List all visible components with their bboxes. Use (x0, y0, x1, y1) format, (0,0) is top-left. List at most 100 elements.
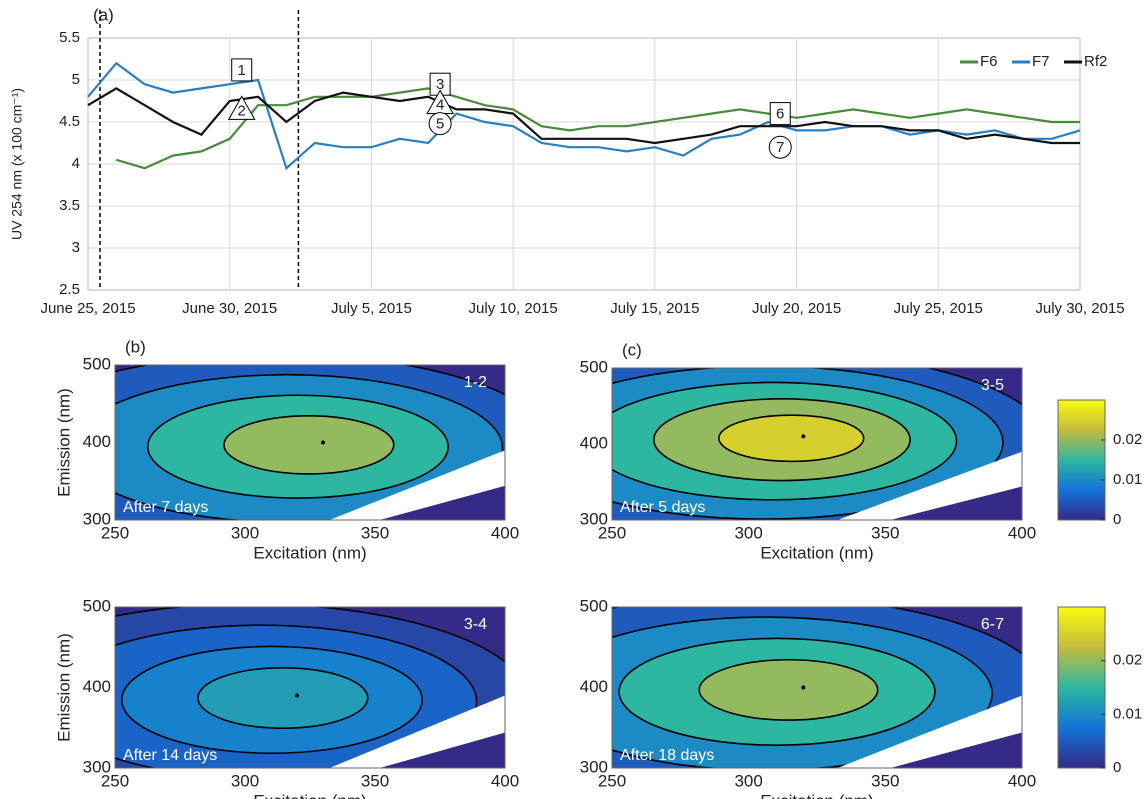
colorbar-tick-label: 0.01 (1113, 471, 1142, 488)
x-tick-label: July 15, 2015 (610, 300, 699, 317)
x-tick-label: 400 (491, 771, 519, 790)
x-tick-label: 300 (734, 523, 762, 542)
colorbar-tick-label: 0.02 (1113, 431, 1142, 448)
x-tick-label: June 30, 2015 (182, 300, 277, 317)
y-tick-label: 300 (83, 757, 111, 776)
series-line (115, 87, 1080, 170)
corner-label: 1-2 (464, 374, 487, 391)
series-line (87, 61, 1081, 171)
contour-level (718, 414, 865, 463)
panel-label: (b) (125, 337, 146, 356)
x-tick-label: 250 (598, 771, 626, 790)
condition-note: After 7 days (123, 499, 208, 516)
annotation-text: 6 (776, 106, 784, 123)
plot-frame (114, 364, 506, 521)
y-tick-label: 400 (580, 433, 608, 452)
legend-label: F7 (1032, 53, 1050, 70)
contour-plot (115, 365, 505, 520)
annotation-circle (428, 112, 452, 136)
x-tick-label: 300 (231, 771, 259, 790)
colorbar-tick-label: 0 (1113, 511, 1121, 528)
contour-level (197, 667, 369, 729)
condition-note: After 5 days (620, 499, 705, 516)
y-tick-label: 500 (83, 354, 111, 373)
x-axis-label: Excitation (nm) (253, 543, 366, 562)
annotation-text: 5 (436, 116, 444, 133)
y-tick-label: 5 (72, 71, 80, 88)
plot-frame (87, 37, 1081, 291)
annotation: 6 (769, 102, 791, 126)
series-line (87, 87, 1080, 145)
panel-label: (c) (622, 340, 642, 359)
annotation-text: 3 (436, 76, 444, 93)
annotation-circle (768, 135, 792, 159)
condition-note: After 18 days (620, 747, 714, 764)
annotation-triangle (227, 95, 256, 120)
masked-lower (380, 485, 505, 520)
corner-label: 3-5 (981, 377, 1004, 394)
x-tick-label: 400 (491, 523, 519, 542)
y-tick-label: 3.5 (59, 197, 80, 214)
x-tick-label: 300 (734, 771, 762, 790)
y-tick-label: 300 (580, 509, 608, 528)
y-tick-label: 5.5 (59, 29, 80, 46)
x-axis-label: Excitation (nm) (760, 791, 873, 799)
x-tick-label: June 25, 2015 (40, 300, 135, 317)
x-tick-label: 300 (231, 523, 259, 542)
masked-band (329, 450, 505, 520)
masked-lower (890, 486, 1022, 520)
y-axis-label: Emission (nm) (54, 388, 73, 497)
y-tick-label: 400 (83, 432, 111, 451)
annotation: 5 (428, 112, 452, 136)
x-tick-label: 350 (361, 523, 389, 542)
annotation-text: 2 (238, 102, 246, 119)
masked-lower (380, 732, 505, 768)
condition-note: After 14 days (123, 747, 217, 764)
peak (295, 693, 299, 698)
y-tick-label: 4.5 (59, 113, 80, 130)
contour-plot (612, 368, 1022, 520)
corner-label: 6-7 (981, 616, 1004, 633)
legend-label: F6 (980, 53, 998, 70)
corner-label: 3-4 (464, 616, 487, 633)
annotation: 2 (227, 95, 256, 120)
x-tick-label: July 20, 2015 (752, 300, 841, 317)
panel-label: (a) (93, 5, 114, 24)
plot-frame (611, 606, 1023, 769)
masked-band (329, 695, 505, 768)
x-tick-label: 350 (361, 771, 389, 790)
y-tick-label: 300 (83, 509, 111, 528)
contour-level (698, 658, 879, 721)
x-axis-label: Excitation (nm) (253, 791, 366, 799)
colorbar-tick-label: 0 (1113, 759, 1121, 776)
contour-plot (612, 607, 1022, 768)
colorbar (1057, 399, 1106, 521)
contour-level (223, 414, 395, 475)
colorbar (1057, 606, 1106, 769)
x-tick-label: 400 (1008, 523, 1036, 542)
x-tick-label: July 25, 2015 (894, 300, 983, 317)
y-tick-label: 500 (83, 596, 111, 615)
x-tick-label: 400 (1008, 771, 1036, 790)
contour-plot (115, 607, 505, 768)
annotation-text: 7 (776, 139, 784, 156)
y-tick-label: 400 (83, 677, 111, 696)
annotation-text: 1 (238, 62, 246, 79)
y-tick-label: 300 (580, 757, 608, 776)
legend-label: Rf2 (1084, 53, 1107, 70)
plot-frame (611, 367, 1023, 521)
x-tick-label: July 30, 2015 (1035, 300, 1124, 317)
x-tick-label: 350 (871, 771, 899, 790)
y-tick-label: 400 (580, 677, 608, 696)
y-tick-label: 4 (72, 155, 80, 172)
x-tick-label: July 5, 2015 (331, 300, 412, 317)
plot-frame (114, 606, 506, 769)
y-tick-label: 500 (580, 357, 608, 376)
y-axis-label: Emission (nm) (54, 633, 73, 742)
peak (801, 685, 806, 690)
masked-band (837, 451, 1022, 520)
y-tick-label: 2.5 (59, 281, 80, 298)
peak (321, 440, 325, 445)
x-tick-label: 250 (598, 523, 626, 542)
